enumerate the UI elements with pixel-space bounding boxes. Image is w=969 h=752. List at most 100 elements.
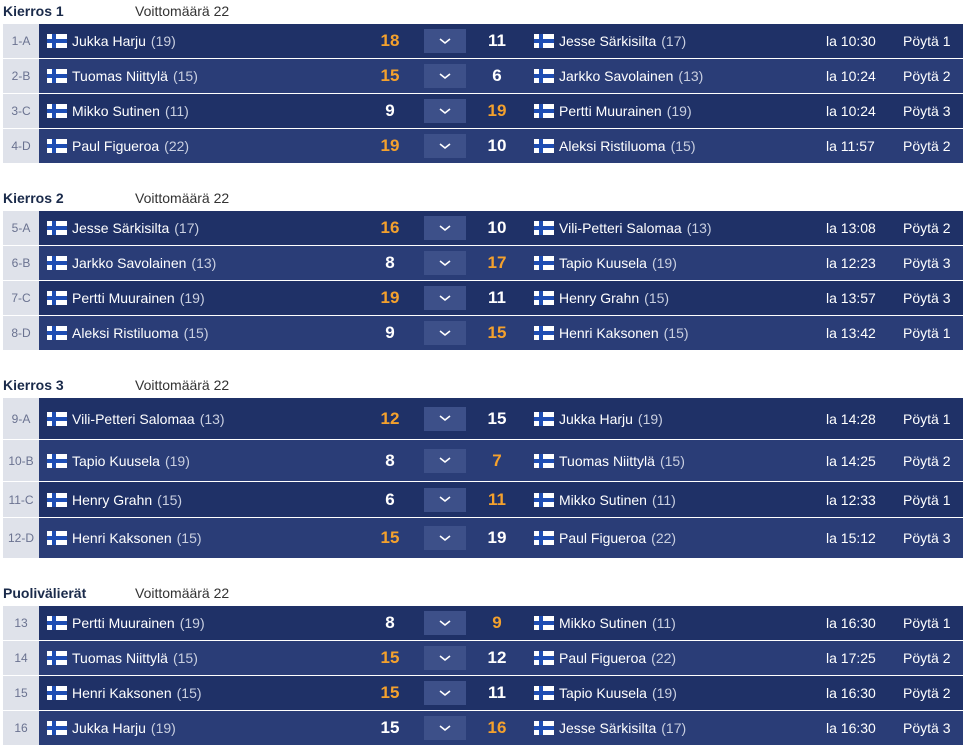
- chevron-down-icon: [439, 619, 451, 626]
- away-player-name: Jesse Särkisilta: [559, 720, 657, 736]
- match-row[interactable]: 2-B Tuomas Niittylä (15) 15 6 Jarkko Savo…: [3, 59, 963, 94]
- finland-flag-icon: [47, 326, 67, 340]
- match-row[interactable]: 10-B Tapio Kuusela (19) 8 7 Tuomas Niitty…: [3, 440, 963, 482]
- chevron-down-icon: [439, 142, 451, 149]
- away-player[interactable]: Aleksi Ristiluoma (15): [534, 138, 696, 154]
- match-details-toggle[interactable]: [424, 216, 466, 240]
- chevron-down-icon: [439, 72, 451, 79]
- match-details-toggle[interactable]: [424, 646, 466, 670]
- home-player[interactable]: Henri Kaksonen (15): [47, 685, 202, 701]
- home-player[interactable]: Pertti Muurainen (19): [47, 615, 205, 631]
- match-details-toggle[interactable]: [424, 406, 466, 431]
- match-row[interactable]: 5-A Jesse Särkisilta (17) 16 10 Vili-Pett…: [3, 211, 963, 246]
- match-table: Pöytä 2: [903, 452, 951, 469]
- match-row[interactable]: 4-D Paul Figueroa (22) 19 10 Aleksi Risti…: [3, 129, 963, 164]
- match-row[interactable]: 13 Pertti Muurainen (19) 8 9 Mikko Sutine…: [3, 606, 963, 641]
- match-details-toggle[interactable]: [424, 716, 466, 740]
- match-details-toggle[interactable]: [424, 99, 466, 123]
- home-player[interactable]: Vili-Petteri Salomaa (13): [47, 411, 225, 427]
- match-row[interactable]: 9-A Vili-Petteri Salomaa (13) 12 15 Jukka…: [3, 398, 963, 440]
- home-player[interactable]: Tuomas Niittylä (15): [47, 650, 198, 666]
- match-details-toggle[interactable]: [424, 286, 466, 310]
- home-player[interactable]: Tuomas Niittylä (15): [47, 68, 198, 84]
- away-player[interactable]: Jesse Särkisilta (17): [534, 720, 686, 736]
- away-player[interactable]: Tapio Kuusela (19): [534, 685, 677, 701]
- home-player[interactable]: Jarkko Savolainen (13): [47, 255, 216, 271]
- match-row[interactable]: 16 Jukka Harju (19) 15 16 Jesse Särkisilt…: [3, 711, 963, 746]
- match-details-toggle[interactable]: [424, 526, 466, 550]
- away-player[interactable]: Mikko Sutinen (11): [534, 615, 676, 631]
- away-player[interactable]: Paul Figueroa (22): [534, 650, 676, 666]
- home-player[interactable]: Pertti Muurainen (19): [47, 290, 205, 306]
- match-row[interactable]: 6-B Jarkko Savolainen (13) 8 17 Tapio Kuu…: [3, 246, 963, 281]
- away-player-rank: (19): [651, 685, 677, 701]
- away-player[interactable]: Henry Grahn (15): [534, 290, 669, 306]
- match-row[interactable]: 7-C Pertti Muurainen (19) 19 11 Henry Gra…: [3, 281, 963, 316]
- round-1: Kierros 1 Voittomäärä 22 1-A Jukka Harju…: [0, 0, 969, 164]
- match-time: la 10:30: [826, 33, 876, 49]
- finland-flag-icon: [534, 139, 554, 153]
- home-score: 19: [380, 136, 400, 155]
- match-details-toggle[interactable]: [424, 321, 466, 345]
- home-player[interactable]: Tapio Kuusela (19): [47, 453, 190, 469]
- away-player-name: Jarkko Savolainen: [559, 68, 674, 84]
- match-details-toggle[interactable]: [424, 487, 466, 512]
- away-player-rank: (22): [651, 530, 677, 546]
- round-header: Kierros 2 Voittomäärä 22: [0, 187, 969, 211]
- home-player[interactable]: Aleksi Ristiluoma (15): [47, 325, 209, 341]
- away-score: 17: [487, 253, 507, 272]
- match-details-toggle[interactable]: [424, 611, 466, 635]
- home-player[interactable]: Mikko Sutinen (11): [47, 103, 189, 119]
- home-player[interactable]: Henri Kaksonen (15): [47, 530, 202, 546]
- match-row[interactable]: 1-A Jukka Harju (19) 18 11 Jesse Särkisil…: [3, 24, 963, 59]
- match-time: la 16:30: [826, 720, 876, 736]
- finland-flag-icon: [534, 531, 554, 545]
- finland-flag-icon: [534, 651, 554, 665]
- match-row[interactable]: 15 Henri Kaksonen (15) 15 11 Tapio Kuusel…: [3, 676, 963, 711]
- chevron-down-icon: [439, 37, 451, 44]
- away-player-rank: (22): [651, 650, 677, 666]
- match-table: Pöytä 3: [903, 530, 951, 546]
- home-score: 9: [385, 101, 395, 120]
- home-player-rank: (15): [183, 325, 209, 341]
- away-player-name: Jesse Särkisilta: [559, 33, 657, 49]
- match-row[interactable]: 8-D Aleksi Ristiluoma (15) 9 15 Henri Kak…: [3, 316, 963, 351]
- match-details-toggle[interactable]: [424, 681, 466, 705]
- chevron-down-icon: [439, 534, 451, 541]
- away-score: 19: [487, 528, 507, 547]
- away-player[interactable]: Tuomas Niittylä (15): [534, 453, 685, 469]
- match-code: 8-D: [3, 316, 39, 350]
- chevron-down-icon: [439, 107, 451, 114]
- home-player-name: Jukka Harju: [72, 33, 146, 49]
- away-player[interactable]: Paul Figueroa (22): [534, 530, 676, 546]
- match-row[interactable]: 14 Tuomas Niittylä (15) 15 12 Paul Figuer…: [3, 641, 963, 676]
- match-details-toggle[interactable]: [424, 64, 466, 88]
- match-table: Pöytä 2: [903, 220, 951, 236]
- away-player[interactable]: Jukka Harju (19): [534, 411, 663, 427]
- match-row[interactable]: 11-C Henry Grahn (15) 6 11 Mikko Sutinen(…: [3, 482, 963, 518]
- away-player[interactable]: Jarkko Savolainen (13): [534, 68, 703, 84]
- home-player[interactable]: Paul Figueroa (22): [47, 138, 189, 154]
- away-player[interactable]: Jesse Särkisilta (17): [534, 33, 686, 49]
- away-player-rank: (13): [686, 220, 712, 236]
- away-player[interactable]: Pertti Muurainen (19): [534, 103, 692, 119]
- match-row[interactable]: 3-C Mikko Sutinen (11) 9 19 Pertti Muurai…: [3, 94, 963, 129]
- away-player[interactable]: Henri Kaksonen (15): [534, 325, 689, 341]
- match-row[interactable]: 12-D Henri Kaksonen (15) 15 19 Paul Figue…: [3, 518, 963, 559]
- home-player[interactable]: Jukka Harju (19): [47, 720, 176, 736]
- home-player[interactable]: Jukka Harju (19): [47, 33, 176, 49]
- home-player[interactable]: Henry Grahn (15): [47, 492, 182, 508]
- match-time: la 14:28: [826, 410, 876, 427]
- away-player[interactable]: Mikko Sutinen (11): [534, 492, 676, 508]
- match-details-toggle[interactable]: [424, 134, 466, 158]
- match-details-toggle[interactable]: [424, 29, 466, 53]
- away-player-rank: (15): [663, 325, 689, 341]
- away-score: 7: [492, 450, 502, 470]
- home-player[interactable]: Jesse Särkisilta (17): [47, 220, 199, 236]
- match-details-toggle[interactable]: [424, 251, 466, 275]
- home-player-name: Pertti Muurainen: [72, 290, 175, 306]
- home-player-name: Henri Kaksonen: [72, 530, 172, 546]
- match-details-toggle[interactable]: [424, 448, 466, 473]
- away-player[interactable]: Tapio Kuusela (19): [534, 255, 677, 271]
- away-player[interactable]: Vili-Petteri Salomaa (13): [534, 220, 712, 236]
